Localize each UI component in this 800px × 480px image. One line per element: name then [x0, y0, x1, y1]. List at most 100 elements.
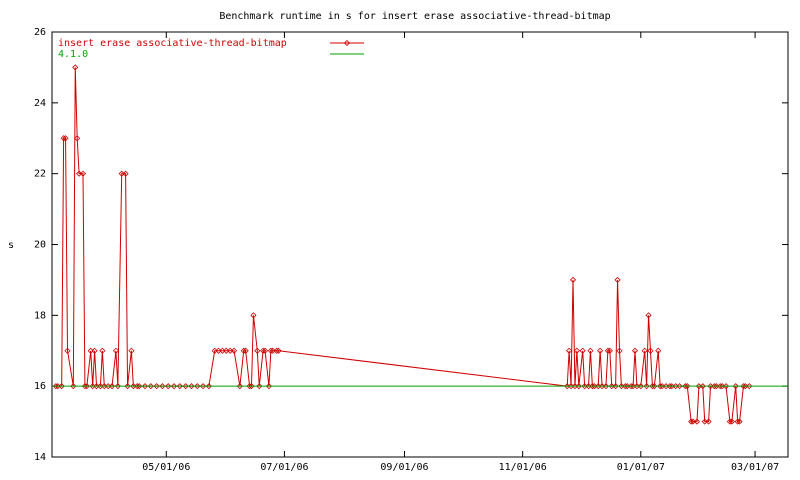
data-point — [91, 347, 98, 354]
data-point — [136, 383, 143, 390]
data-point — [70, 383, 77, 390]
data-point — [240, 347, 247, 354]
data-point — [647, 347, 654, 354]
data-point — [705, 418, 712, 425]
data-point — [200, 383, 207, 390]
x-tick-label: 01/01/07 — [617, 462, 665, 473]
data-point — [83, 383, 90, 390]
chart-title: Benchmark runtime in s for insert erase … — [219, 11, 610, 22]
data-point — [236, 383, 243, 390]
x-tick-label: 11/01/06 — [499, 462, 547, 473]
data-point — [717, 383, 724, 390]
data-point — [688, 418, 695, 425]
data-point — [141, 383, 149, 390]
data-point — [734, 418, 741, 425]
data-point — [736, 418, 743, 425]
data-point — [684, 383, 691, 390]
data-point — [655, 347, 662, 354]
data-point — [589, 383, 596, 390]
y-tick-label: 16 — [34, 381, 46, 392]
data-point — [134, 383, 141, 390]
data-point — [64, 347, 71, 354]
data-point — [52, 383, 59, 390]
data-point — [250, 312, 257, 319]
legend-label: insert erase associative-thread-bitmap — [58, 38, 287, 49]
data-point — [726, 418, 733, 425]
data-point — [58, 383, 65, 390]
data-point — [699, 383, 706, 390]
data-point — [637, 383, 644, 390]
data-point — [566, 347, 573, 354]
data-point — [188, 383, 195, 390]
data-point — [261, 347, 269, 354]
data-point — [666, 383, 673, 390]
data-point — [165, 383, 172, 390]
y-tick-label: 14 — [34, 452, 46, 463]
data-point — [170, 383, 178, 390]
data-point — [147, 383, 154, 390]
data-point — [248, 383, 255, 390]
data-point — [676, 383, 683, 390]
data-point — [657, 383, 664, 390]
data-point — [60, 135, 67, 142]
data-point — [108, 383, 116, 390]
data-point — [265, 383, 272, 390]
data-point — [728, 418, 735, 425]
data-point — [746, 383, 753, 390]
data-point — [122, 170, 129, 177]
y-tick-label: 20 — [34, 240, 46, 251]
data-point — [740, 383, 747, 390]
data-point — [273, 347, 280, 354]
data-point — [641, 347, 648, 354]
data-point — [573, 347, 580, 354]
data-point — [643, 383, 650, 390]
data-point — [711, 383, 718, 390]
data-point — [628, 383, 635, 390]
y-tick-label: 22 — [34, 169, 46, 180]
y-axis-label: s — [8, 240, 14, 251]
data-point — [579, 347, 586, 354]
data-point — [575, 383, 582, 390]
data-point — [176, 383, 183, 390]
data-point — [72, 64, 79, 71]
data-point — [631, 347, 639, 354]
legend-marker — [343, 39, 351, 47]
data-point — [693, 418, 701, 425]
data-point — [112, 347, 119, 354]
data-point — [254, 347, 261, 354]
data-point — [205, 383, 212, 390]
data-point — [275, 347, 282, 354]
data-point — [722, 383, 730, 390]
data-point — [62, 135, 69, 142]
data-point — [260, 347, 267, 354]
data-point — [569, 276, 577, 283]
data-point — [128, 347, 135, 354]
data-point — [230, 347, 238, 354]
data-point — [682, 383, 689, 390]
data-point — [597, 347, 604, 354]
x-tick-label: 03/01/07 — [731, 462, 779, 473]
data-point — [194, 383, 201, 390]
data-point — [612, 383, 619, 390]
data-point — [645, 312, 652, 319]
data-point — [587, 347, 594, 354]
y-tick-label: 24 — [34, 98, 46, 109]
data-point — [182, 383, 189, 390]
data-point — [99, 347, 106, 354]
data-point — [256, 383, 263, 390]
data-point — [622, 383, 629, 390]
data-point — [651, 383, 658, 390]
data-point — [114, 383, 121, 390]
data-point — [79, 170, 87, 177]
y-tick-label: 26 — [34, 27, 46, 38]
data-point — [732, 383, 739, 390]
x-tick-label: 07/01/06 — [260, 462, 308, 473]
x-tick-label: 09/01/06 — [380, 462, 428, 473]
data-point — [606, 347, 613, 354]
data-point — [242, 347, 249, 354]
data-point — [604, 347, 611, 354]
data-point — [124, 383, 131, 390]
data-point — [159, 383, 166, 390]
